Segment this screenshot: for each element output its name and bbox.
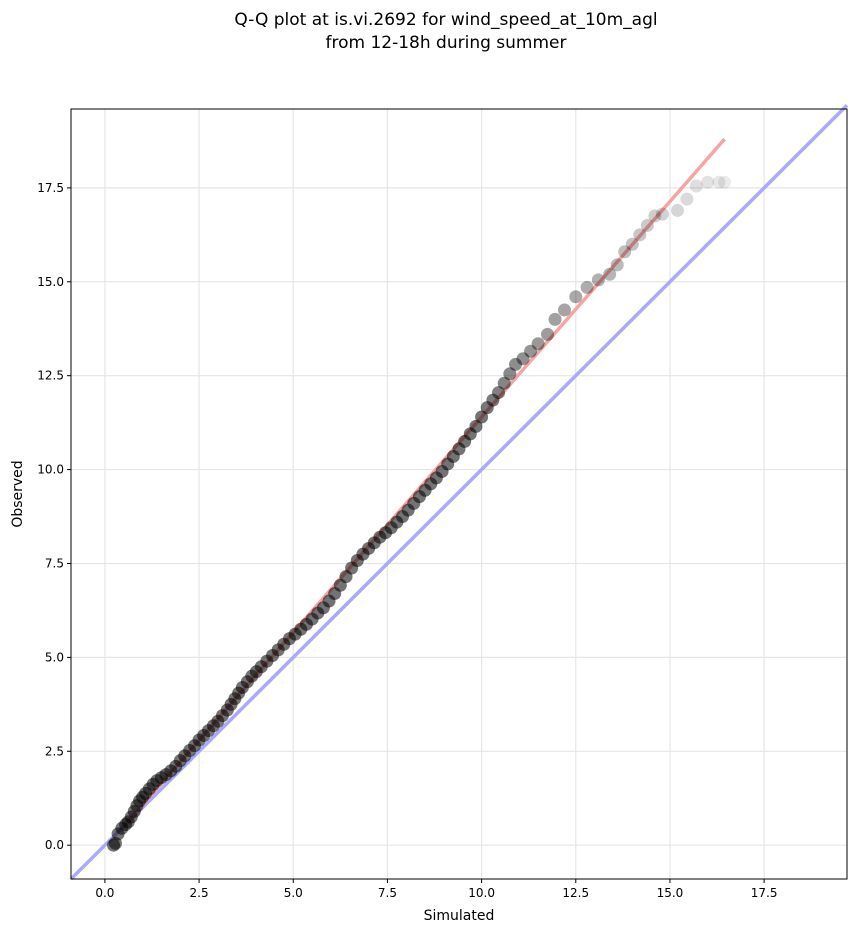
y-tick-label: 10.0 bbox=[37, 463, 64, 477]
chart-title-line2: from 12-18h during summer bbox=[326, 33, 567, 53]
data-point bbox=[531, 337, 545, 351]
plot-area bbox=[69, 104, 849, 881]
x-tick-label: 12.5 bbox=[562, 886, 589, 900]
identity-line bbox=[69, 104, 849, 881]
data-point bbox=[503, 367, 517, 381]
scatter-points bbox=[107, 175, 732, 852]
x-tick-label: 2.5 bbox=[190, 886, 209, 900]
data-point bbox=[633, 228, 647, 242]
plot-frame bbox=[70, 108, 848, 880]
data-point bbox=[718, 175, 732, 189]
data-point bbox=[541, 327, 555, 341]
data-point bbox=[557, 303, 571, 317]
data-point bbox=[610, 258, 624, 272]
data-point bbox=[580, 280, 594, 294]
grid-lines bbox=[71, 109, 847, 879]
y-axis-ticks: 0.0 2.5 5.0 7.5 10.0 12.5 15.0 17.5 bbox=[37, 181, 71, 852]
data-point bbox=[492, 386, 506, 400]
data-point bbox=[497, 376, 511, 390]
y-axis-label: Observed bbox=[10, 460, 26, 527]
x-tick-label: 15.0 bbox=[657, 886, 684, 900]
data-point bbox=[648, 209, 662, 223]
data-point bbox=[516, 352, 530, 366]
data-point bbox=[680, 192, 694, 206]
x-axis-label: Simulated bbox=[424, 908, 495, 924]
y-tick-label: 12.5 bbox=[37, 369, 64, 383]
data-point bbox=[689, 179, 703, 193]
data-point bbox=[475, 410, 489, 424]
data-point bbox=[469, 419, 483, 433]
data-point bbox=[701, 175, 715, 189]
x-tick-label: 10.0 bbox=[468, 886, 495, 900]
y-tick-label: 5.0 bbox=[45, 650, 64, 664]
data-point bbox=[640, 218, 654, 232]
data-point bbox=[524, 344, 538, 358]
data-point bbox=[603, 267, 617, 281]
data-point bbox=[486, 393, 500, 407]
x-tick-label: 0.0 bbox=[95, 886, 114, 900]
y-tick-label: 17.5 bbox=[37, 181, 64, 195]
data-point bbox=[670, 203, 684, 217]
x-tick-label: 17.5 bbox=[751, 886, 778, 900]
y-tick-label: 15.0 bbox=[37, 275, 64, 289]
data-point bbox=[618, 245, 632, 259]
x-tick-label: 7.5 bbox=[378, 886, 397, 900]
data-point bbox=[591, 273, 605, 287]
data-point bbox=[569, 290, 583, 304]
data-point bbox=[655, 207, 669, 221]
x-axis-ticks: 0.0 2.5 5.0 7.5 10.0 12.5 15.0 17.5 bbox=[95, 879, 777, 900]
data-point bbox=[712, 175, 726, 189]
data-point bbox=[625, 237, 639, 251]
data-point bbox=[509, 357, 523, 371]
chart-title-line1: Q-Q plot at is.vi.2692 for wind_speed_at… bbox=[234, 10, 657, 30]
x-tick-label: 5.0 bbox=[284, 886, 303, 900]
y-tick-label: 7.5 bbox=[45, 556, 64, 570]
data-point bbox=[548, 312, 562, 326]
y-tick-label: 0.0 bbox=[45, 838, 64, 852]
y-tick-label: 2.5 bbox=[45, 744, 64, 758]
